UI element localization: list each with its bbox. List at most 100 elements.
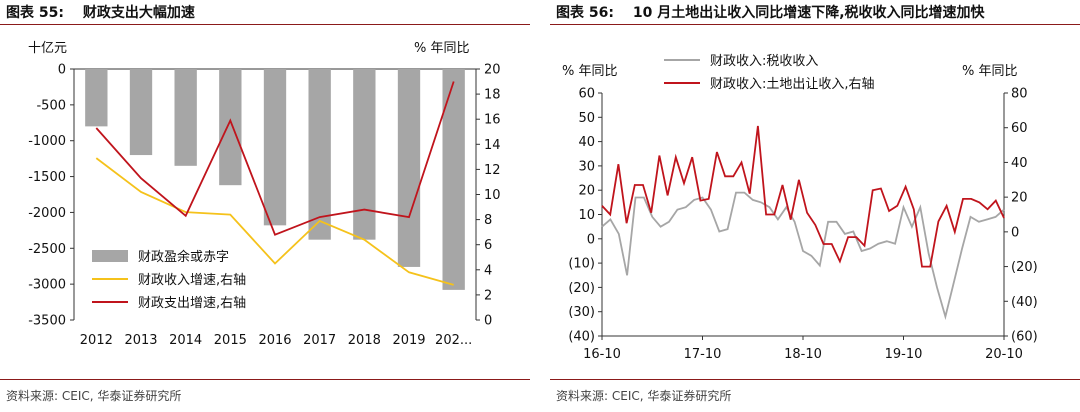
legend-item-tax: 财政收入:税收收入 (664, 48, 875, 71)
left-tick-label: -3000 (28, 278, 66, 293)
right-tick-label: 4 (484, 263, 492, 278)
legend-item-expenditure: 财政支出增速,右轴 (92, 290, 246, 313)
right-tick-label: 20 (484, 63, 501, 78)
left-tick-label: 10 (578, 208, 595, 223)
x-tick-label: 2013 (124, 333, 157, 348)
right-tick-label: 14 (484, 138, 501, 153)
left-axis-unit: % 年同比 (562, 64, 618, 79)
source-note: 资料来源: CEIC, 华泰证券研究所 (6, 389, 182, 403)
right-tick-label: 0 (1011, 225, 1019, 240)
left-tick-label: -2500 (28, 242, 66, 257)
bar-balance (129, 69, 153, 156)
right-tick-label: 40 (1011, 156, 1028, 171)
legend-label-expenditure: 财政支出增速,右轴 (138, 296, 247, 311)
bar-balance (85, 69, 108, 127)
x-tick-label: 2014 (169, 333, 202, 348)
bar-balance (263, 69, 287, 226)
right-tick-label: 10 (484, 188, 501, 203)
top-rule (550, 24, 1080, 25)
chart-panel-fiscal-balance: 图表 55: 财政支出大幅加速 十亿元 % 年同比 0 -500 -1000 -150… (0, 0, 530, 412)
right-axis-unit: % 年同比 (962, 64, 1018, 79)
x-tick-label: 2012 (80, 333, 113, 348)
series-line-tax (601, 191, 1005, 321)
x-tick-label: 2019 (392, 333, 425, 348)
legend-item-land: 财政收入:土地出让收入,右轴 (664, 71, 875, 94)
bar-balance (442, 69, 465, 290)
legend-swatch-expenditure (92, 300, 128, 303)
left-tick-label: -1000 (28, 134, 66, 149)
figure-title: 图表 55: 财政支出大幅加速 (6, 2, 195, 22)
left-tick-label: -3500 (28, 314, 66, 329)
left-tick-label: 60 (578, 87, 595, 102)
bar-balance (308, 69, 331, 240)
right-tick-label: 18 (484, 88, 501, 103)
legend-item-revenue: 财政收入增速,右轴 (92, 267, 246, 290)
x-tick-label: 17-10 (684, 347, 722, 362)
right-tick-label: (20) (1011, 260, 1038, 275)
legend-label-tax: 财政收入:税收收入 (710, 54, 819, 69)
series-line-land (601, 125, 1005, 268)
bar-balance (353, 69, 376, 240)
left-tick-label: (40) (568, 330, 595, 345)
left-tick-label: -2000 (28, 206, 66, 221)
x-tick-label: 19-10 (885, 347, 923, 362)
left-tick-label: (10) (568, 257, 595, 272)
x-tick-label: 16-10 (583, 347, 621, 362)
legend-swatch-land (664, 81, 700, 84)
legend-swatch-tax (664, 58, 700, 61)
source-note: 资料来源: CEIC, 华泰证券研究所 (556, 389, 732, 403)
left-tick-label: (30) (568, 305, 595, 320)
right-tick-label: 60 (1011, 121, 1028, 136)
right-tick-label: 20 (1011, 191, 1028, 206)
bar-balance (174, 69, 197, 166)
bottom-rule (550, 379, 1080, 380)
left-tick-label: 40 (578, 135, 595, 150)
right-tick-label: (40) (1011, 295, 1038, 310)
x-tick-label: 202... (435, 333, 472, 348)
bar-balance (397, 69, 421, 267)
legend-label-revenue: 财政收入增速,右轴 (138, 273, 247, 288)
left-tick-label: 0 (587, 232, 595, 247)
right-tick-label: 12 (484, 163, 501, 178)
left-tick-label: 0 (58, 63, 66, 78)
series-line-expenditure (95, 81, 455, 236)
revenue-chart-plot: 60 50 40 30 20 10 0 (10) (20) (30) (40) 80 60 40 20 0 (2… (568, 87, 1038, 363)
x-tick-label: 2016 (258, 333, 291, 348)
right-tick-label: 8 (484, 213, 492, 228)
legend: 财政盈余或赤字 财政收入增速,右轴 财政支出增速,右轴 (92, 244, 246, 313)
left-tick-label: 30 (578, 159, 595, 174)
figure-number: 图表 56: (556, 5, 614, 21)
right-tick-label: 0 (484, 314, 492, 329)
bottom-rule (0, 379, 530, 380)
x-tick-label: 2018 (348, 333, 381, 348)
left-tick-label: 20 (578, 184, 595, 199)
bar-balance (219, 69, 242, 186)
chart-panel-revenue-growth: 图表 56: 10 月土地出让收入同比增速下降,税收收入同比增速加快 % 年同比… (550, 0, 1080, 412)
x-tick-label: 2017 (303, 333, 336, 348)
legend-swatch-bar (92, 249, 128, 262)
legend-swatch-revenue (92, 277, 128, 280)
right-tick-label: 80 (1011, 87, 1028, 102)
top-rule (0, 24, 530, 25)
figure-caption: 10 月土地出让收入同比增速下降,税收收入同比增速加快 (632, 5, 985, 21)
left-tick-label: (20) (568, 281, 595, 296)
fiscal-chart-plot: 0-500-1000-1500-2000-2500-3000-350020181… (28, 63, 501, 349)
figure-title: 图表 56: 10 月土地出让收入同比增速下降,税收收入同比增速加快 (556, 2, 985, 22)
right-tick-label: (60) (1011, 330, 1038, 345)
right-tick-label: 16 (484, 113, 501, 128)
legend-item-balance: 财政盈余或赤字 (92, 244, 246, 267)
left-tick-label: -1500 (28, 170, 66, 185)
legend-label-balance: 财政盈余或赤字 (138, 250, 230, 265)
left-tick-label: 50 (578, 111, 595, 126)
x-tick-label: 20-10 (985, 347, 1023, 362)
x-tick-label: 2015 (214, 333, 247, 348)
x-tick-label: 18-10 (784, 347, 822, 362)
figure-caption: 财政支出大幅加速 (82, 5, 195, 21)
figure-number: 图表 55: (6, 5, 64, 21)
right-axis-unit: % 年同比 (414, 41, 470, 56)
legend: 财政收入:税收收入 财政收入:土地出让收入,右轴 (664, 48, 875, 94)
series-line-revenue (95, 157, 454, 286)
legend-label-land: 财政收入:土地出让收入,右轴 (710, 77, 875, 92)
right-tick-label: 6 (484, 238, 492, 253)
right-tick-label: 2 (484, 288, 492, 303)
